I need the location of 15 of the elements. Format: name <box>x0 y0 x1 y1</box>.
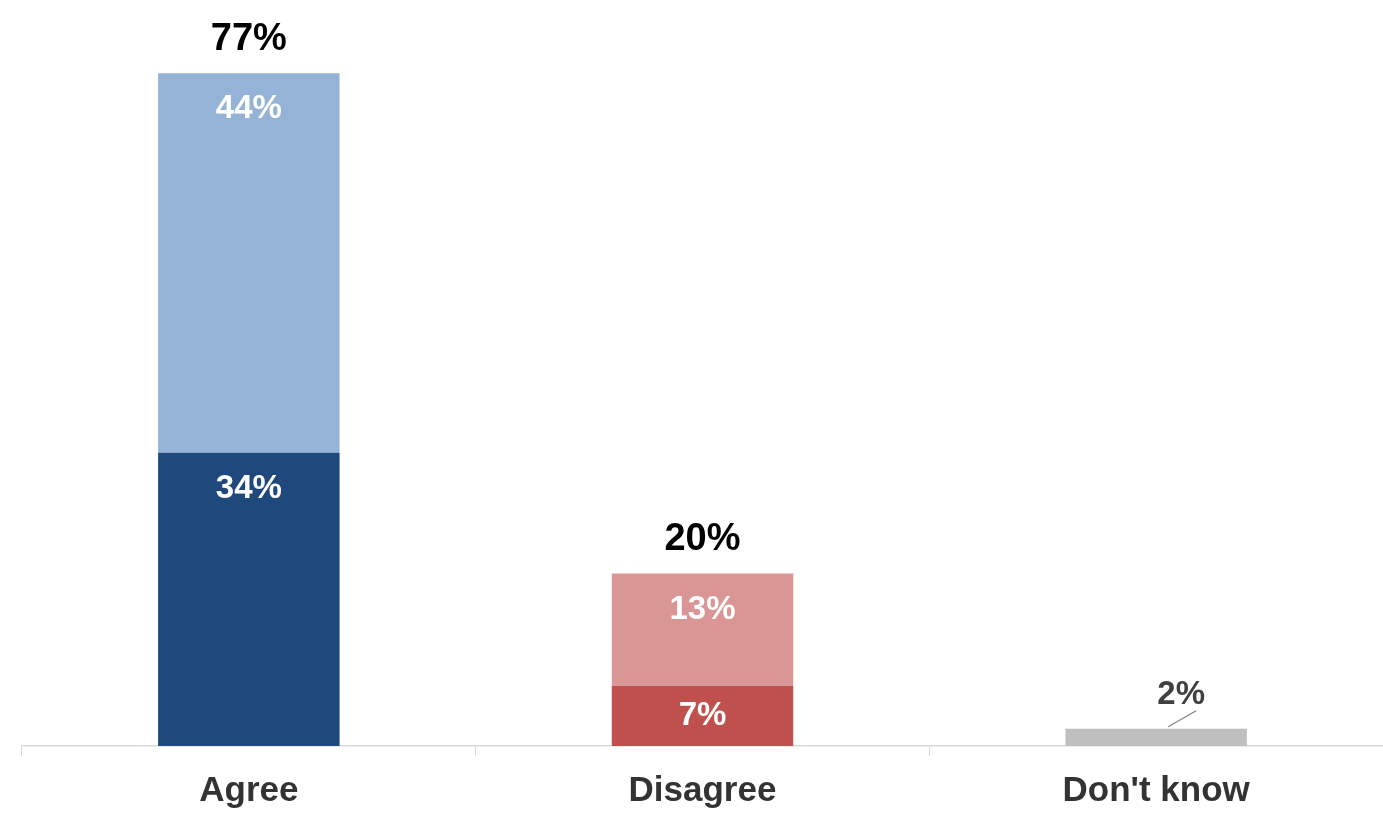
data-label: 34% <box>215 467 282 505</box>
bar <box>611 573 794 686</box>
total-label: 77% <box>210 15 287 58</box>
x-tick-label: Don't know <box>1062 768 1251 808</box>
bar <box>158 452 340 746</box>
data-label: 13% <box>669 588 736 626</box>
data-label: 2% <box>1157 673 1206 711</box>
x-tick-label: Agree <box>199 768 299 808</box>
data-label: 7% <box>678 694 727 732</box>
bar <box>1065 728 1247 746</box>
data-label: 44% <box>215 88 282 126</box>
x-tick-label: Disagree <box>628 768 777 808</box>
bar <box>158 73 340 453</box>
bar <box>611 685 794 746</box>
total-label: 20% <box>664 515 741 558</box>
